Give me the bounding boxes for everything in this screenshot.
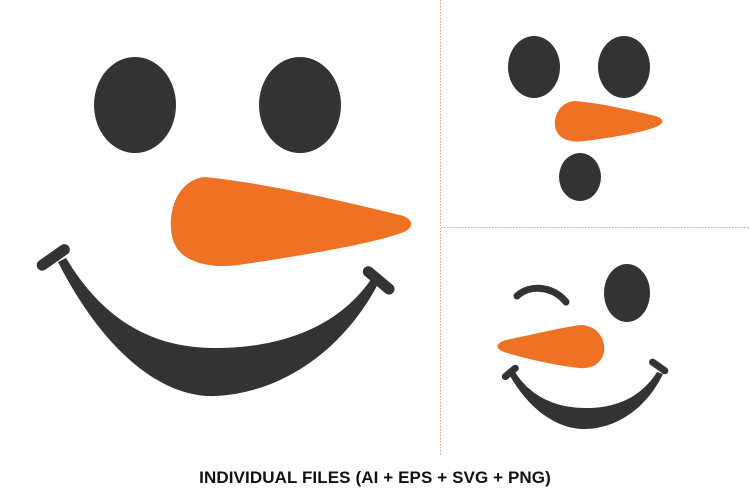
smile-mouth [509,372,663,430]
caption: INDIVIDUAL FILES (AI + EPS + SVG + PNG) [199,468,551,487]
smile-right-cap [649,358,669,375]
coal-button [559,153,601,201]
right-eye [604,264,650,322]
carrot-nose [497,325,605,369]
smile-mouth [58,258,380,397]
winking-eye [513,284,570,306]
smile-right-cap [362,266,395,295]
carrot-nose [554,101,663,142]
carrot-nose [170,177,412,267]
smile-left-cap [501,364,519,381]
left-eye [94,57,176,153]
winking-face [497,264,669,430]
buttons-face [508,36,663,201]
left-eye [508,36,560,98]
right-eye [259,57,341,153]
smiling-face [36,57,412,397]
smile-left-cap [36,244,70,271]
right-eye [598,36,650,98]
